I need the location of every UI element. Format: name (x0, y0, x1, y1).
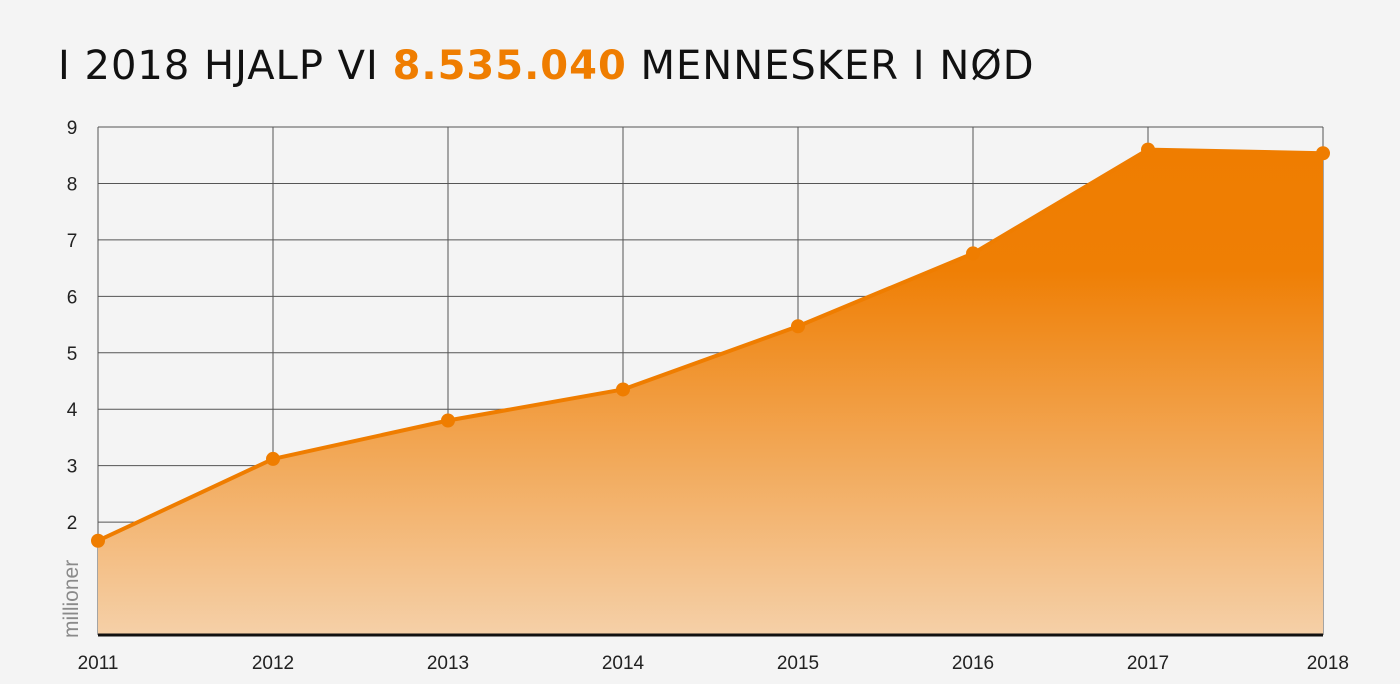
y-tick-label-5: 5 (67, 344, 78, 365)
title-text-before: I 2018 HJALP VI (58, 43, 379, 89)
data-point-2011 (91, 533, 105, 548)
x-tick-label-2012: 2012 (252, 653, 294, 674)
data-point-2013 (441, 413, 455, 428)
x-tick-label-2015: 2015 (777, 653, 819, 674)
x-tick-label-2014: 2014 (602, 653, 645, 674)
y-tick-label-4: 4 (67, 400, 78, 421)
data-point-2016 (966, 246, 980, 261)
area-layer (91, 142, 1330, 636)
chart-title: I 2018 HJALP VI 8.535.040 MENNESKER I NØ… (58, 42, 1035, 90)
y-tick-label-3: 3 (67, 457, 78, 478)
y-tick-label-6: 6 (67, 287, 78, 308)
y-tick-label-7: 7 (67, 231, 78, 252)
title-highlight-number: 8.535.040 (392, 43, 627, 89)
y-axis-unit-label: millioner (60, 560, 83, 638)
data-point-2012 (266, 451, 280, 466)
data-point-2014 (616, 382, 630, 397)
x-tick-label-2018: 2018 (1307, 653, 1349, 674)
x-tick-label-2016: 2016 (952, 653, 994, 674)
title-text-after: MENNESKER I NØD (640, 43, 1035, 89)
x-tick-label-2011: 2011 (78, 653, 119, 674)
y-tick-label-9: 9 (67, 118, 78, 139)
x-tick-label-2013: 2013 (427, 653, 469, 674)
series-line (97, 147, 1324, 543)
data-point-2018 (1316, 146, 1330, 161)
data-point-2015 (791, 319, 805, 334)
data-point-2017 (1141, 142, 1155, 157)
tick-labels: 2 3 4 5 6 7 8 9 2011 2012 2013 2014 2015 2016 2017 2018… (60, 118, 1349, 674)
x-tick-label-2017: 2017 (1127, 653, 1169, 674)
y-tick-label-8: 8 (67, 174, 78, 195)
area-fill (98, 149, 1323, 636)
y-tick-label-2: 2 (67, 513, 78, 534)
